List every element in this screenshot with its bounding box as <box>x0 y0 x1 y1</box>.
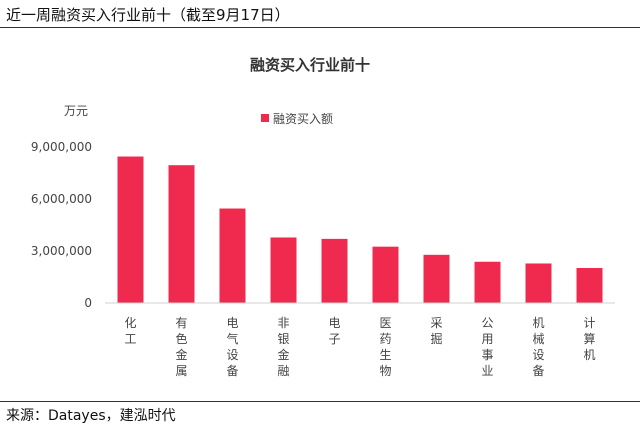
chart-title: 融资买入行业前十 <box>250 56 370 74</box>
legend-swatch <box>261 114 269 122</box>
x-category-label: 电子 <box>328 316 340 346</box>
top-divider <box>0 27 640 28</box>
source-note: 来源：Datayes，建泓时代 <box>6 408 176 424</box>
bar <box>576 267 603 303</box>
y-axis-unit-label: 万元 <box>64 104 88 118</box>
bar <box>321 238 348 303</box>
page-title: 近一周融资买入行业前十（截至9月17日） <box>6 6 290 24</box>
bar <box>423 254 450 303</box>
x-category-label: 公用事业 <box>481 316 493 378</box>
bar <box>525 263 552 303</box>
bars <box>117 156 603 303</box>
y-tick-label: 0 <box>84 296 92 310</box>
bar <box>117 156 144 303</box>
bar <box>372 246 399 303</box>
x-category-label: 有色金属 <box>175 316 187 378</box>
x-axis-category-labels: 化工 有色金属 电气设备 非银金融 电子 医药生物 采掘 公用事业 机械设备 计算机 <box>124 316 595 378</box>
bar <box>219 208 246 303</box>
y-tick-label: 6,000,000 <box>31 192 92 206</box>
y-axis-ticks: 0 3,000,000 6,000,000 9,000,000 <box>31 140 92 310</box>
x-category-label: 化工 <box>124 316 136 346</box>
bottom-divider <box>0 401 640 402</box>
legend: 融资买入额 <box>261 112 333 126</box>
x-category-label: 非银金融 <box>277 316 289 378</box>
y-tick-label: 9,000,000 <box>31 140 92 154</box>
x-category-label: 电气设备 <box>226 316 238 378</box>
x-category-label: 医药生物 <box>379 316 391 378</box>
x-category-label: 采掘 <box>430 316 442 346</box>
y-tick-label: 3,000,000 <box>31 244 92 258</box>
bar <box>474 261 501 303</box>
bar <box>270 237 297 303</box>
x-category-label: 机械设备 <box>532 316 544 378</box>
x-category-label: 计算机 <box>583 316 595 362</box>
legend-label: 融资买入额 <box>273 112 333 126</box>
bar <box>168 165 195 303</box>
bar-chart: 融资买入行业前十 万元 融资买入额 0 3,000,000 6,000,000 9,0… <box>31 56 615 378</box>
